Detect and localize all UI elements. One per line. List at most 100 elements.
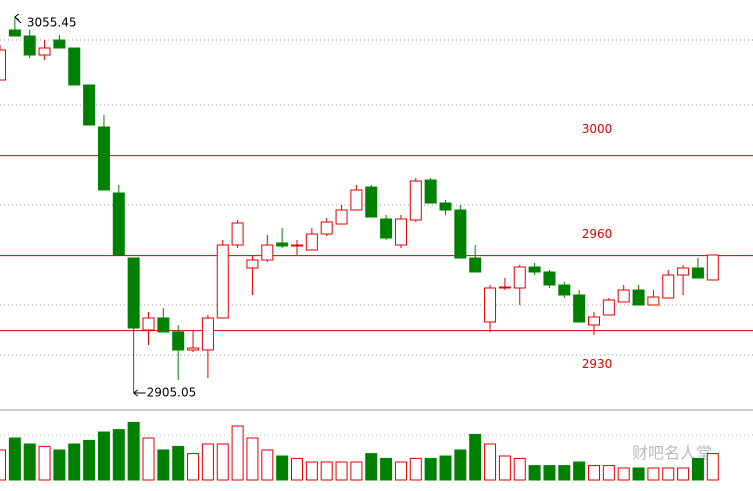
annotation-label: 2905.05 xyxy=(147,386,197,400)
candle-body xyxy=(424,179,437,204)
volume-bar xyxy=(320,461,333,481)
candle-body xyxy=(617,289,630,303)
volume-bar xyxy=(365,453,378,481)
candle-body xyxy=(528,266,541,273)
volume-bar xyxy=(588,465,600,481)
candle-body xyxy=(276,242,289,247)
volume-bar xyxy=(632,467,645,481)
volume-bar xyxy=(0,449,6,481)
candle-body xyxy=(305,233,318,251)
volume-bar xyxy=(172,445,185,481)
volume-bar xyxy=(617,467,630,481)
volume-bar xyxy=(187,453,200,481)
candle-body xyxy=(261,244,274,261)
candle-body xyxy=(409,180,422,221)
candle-body xyxy=(291,244,303,247)
volume-bar xyxy=(350,461,363,481)
candle-body xyxy=(380,218,393,239)
annotation-arrow xyxy=(133,389,146,397)
candle-body xyxy=(216,244,229,319)
volume-bar xyxy=(127,421,140,481)
candle-body xyxy=(469,257,482,273)
candle-body xyxy=(677,267,690,276)
volume-bar xyxy=(439,455,452,481)
candle-body xyxy=(97,126,110,191)
candle-body xyxy=(23,35,36,56)
candle-body xyxy=(335,209,348,225)
annotation-arrow xyxy=(14,13,22,24)
volume-bar xyxy=(157,449,170,481)
candle-body xyxy=(320,221,333,235)
candle-body xyxy=(83,84,96,126)
candle-body xyxy=(38,47,51,56)
candle-body xyxy=(394,218,407,246)
candle-body xyxy=(662,274,675,299)
volume-bar xyxy=(394,461,407,481)
volume-bar xyxy=(112,429,125,481)
volume-bar xyxy=(201,443,214,481)
candle-body xyxy=(588,316,600,326)
level-label: 2930 xyxy=(582,357,613,371)
volume-bar xyxy=(276,455,289,481)
volume-bar xyxy=(97,431,110,481)
candle-body xyxy=(513,266,526,289)
volume-bar xyxy=(647,467,660,481)
candle-body xyxy=(454,209,467,259)
candle-body xyxy=(187,347,200,351)
candle-body xyxy=(632,289,645,306)
volume-bar xyxy=(558,465,571,481)
volume-bar xyxy=(498,455,511,481)
candle-body xyxy=(573,294,586,323)
candle-body xyxy=(127,257,140,329)
volume-bar xyxy=(513,457,526,481)
volume-bar xyxy=(68,443,81,481)
candle-body xyxy=(706,254,719,281)
volume-bar xyxy=(543,465,556,481)
candle-body xyxy=(172,331,185,351)
candle-body xyxy=(558,284,571,296)
volume-bar xyxy=(380,457,393,481)
candle-body xyxy=(691,267,704,279)
volume-bar xyxy=(261,449,274,481)
volume-bar xyxy=(231,425,244,481)
volume-bar xyxy=(454,449,467,481)
candle-body xyxy=(543,271,556,286)
volume-bar xyxy=(246,437,259,481)
candle-body xyxy=(439,202,452,211)
volume-bar xyxy=(469,433,482,481)
volume-bar xyxy=(484,443,497,481)
volume-bar xyxy=(662,467,675,481)
candle-body xyxy=(53,39,66,49)
candle-body xyxy=(112,192,125,256)
candle-body xyxy=(647,296,660,306)
volume-bar xyxy=(691,457,704,481)
candle-body xyxy=(498,286,511,289)
volume-bar xyxy=(216,443,229,481)
volume-bar xyxy=(677,467,690,481)
level-label: 2960 xyxy=(582,227,613,241)
candle-body xyxy=(246,259,259,269)
volume-bar xyxy=(8,437,21,481)
candle-body xyxy=(157,317,170,333)
watermark: 财吧名人堂 xyxy=(632,444,712,463)
volume-bar xyxy=(409,457,422,481)
candle-body xyxy=(484,287,497,323)
volume-bar xyxy=(424,457,437,481)
volume-bar xyxy=(528,465,541,481)
candle-body xyxy=(8,29,21,37)
volume-bar xyxy=(706,453,719,481)
volume-bar xyxy=(23,443,36,481)
volume-bar xyxy=(291,457,303,481)
volume-bar xyxy=(53,449,66,481)
volume-bar xyxy=(335,461,348,481)
volume-bar xyxy=(38,445,51,481)
candle-body xyxy=(350,189,363,211)
volume-bar xyxy=(573,461,586,481)
volume-bar xyxy=(83,439,96,481)
volume-bar xyxy=(142,437,155,481)
volume-bar xyxy=(305,461,318,481)
level-label: 3000 xyxy=(582,122,613,136)
candle-body xyxy=(201,317,214,351)
